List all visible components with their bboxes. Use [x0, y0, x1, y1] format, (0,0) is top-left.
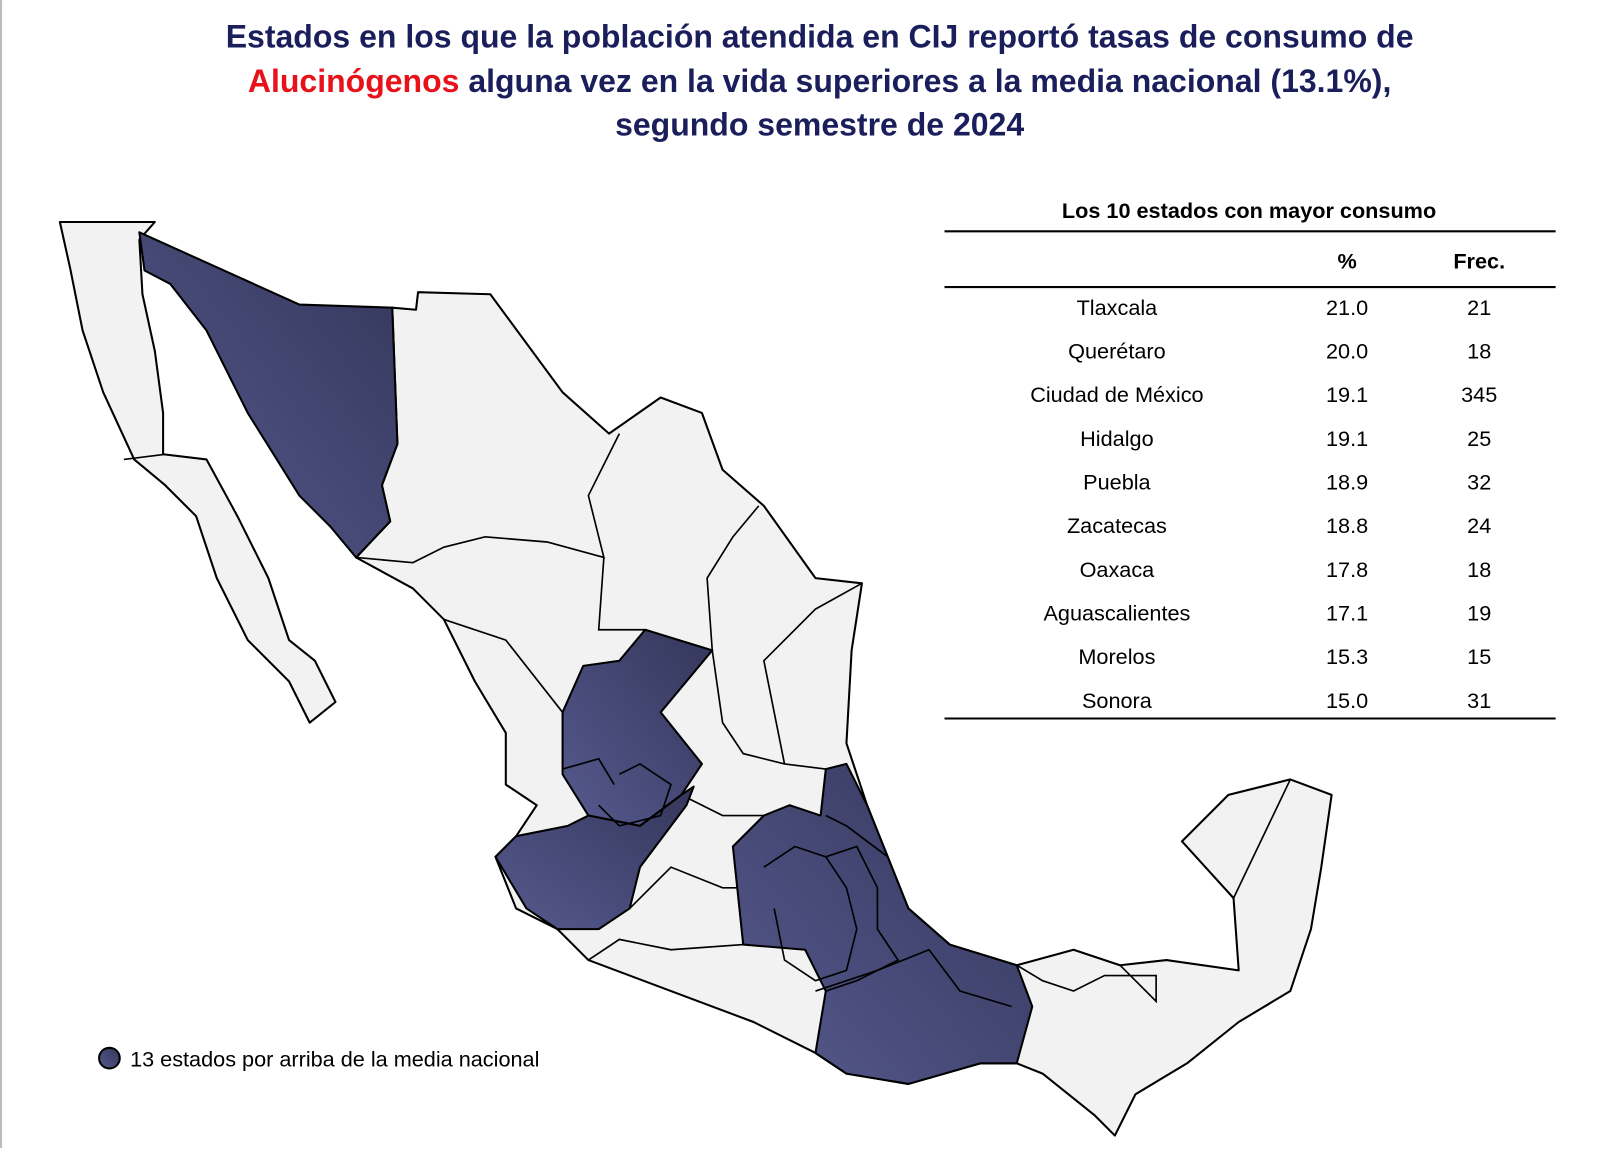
state-line: [597, 557, 826, 770]
state-line: [706, 505, 760, 651]
state-name: Hidalgo: [1080, 426, 1153, 451]
percent-cell: 15.3: [1326, 644, 1368, 669]
state-line: [762, 582, 863, 765]
frequency-cell: 18: [1467, 339, 1491, 364]
state-line: [598, 762, 672, 827]
state-name: Zacatecas: [1067, 513, 1167, 538]
frequency-cell: 24: [1467, 513, 1491, 538]
legend-swatch: [98, 1046, 121, 1070]
frequency-cell: 31: [1467, 688, 1491, 713]
percent-cell: 19.1: [1326, 382, 1368, 407]
title-line: Estados en los que la población atendida…: [226, 19, 1414, 55]
highlighted-state: [561, 628, 714, 827]
state-line: [825, 814, 889, 858]
percent-cell: 17.8: [1326, 557, 1368, 582]
baja-california: [58, 220, 337, 724]
frequency-cell: 25: [1467, 426, 1491, 451]
percent-cell: 18.9: [1326, 470, 1368, 495]
state-line: [680, 794, 764, 817]
state-line: [443, 618, 564, 713]
state-name: Querétaro: [1068, 339, 1166, 364]
table-header: %: [1337, 248, 1356, 273]
table: Los 10 estados con mayor consumo % Frec.…: [944, 198, 1556, 720]
title-text: alguna vez en la vida superiores a la me…: [468, 63, 1391, 99]
state-line: [763, 845, 858, 982]
title-line: Alucinógenos alguna vez en la vida super…: [248, 63, 1391, 99]
state-line: [562, 757, 615, 786]
title-line: segundo semestre de 2024: [615, 106, 1024, 142]
frequency-cell: 18: [1467, 557, 1491, 582]
legend-label: 13 estados por arriba de la media nacion…: [130, 1046, 539, 1071]
frequency-cell: 15: [1467, 644, 1491, 669]
state-line: [587, 938, 744, 961]
state-name: Aguascalientes: [1043, 601, 1190, 626]
state-name: Morelos: [1078, 644, 1155, 669]
state-name: Tlaxcala: [1077, 295, 1159, 320]
percent-cell: 18.8: [1326, 513, 1368, 538]
percent-cell: 21.0: [1326, 295, 1368, 320]
frequency-cell: 19: [1467, 601, 1491, 626]
highlighted-state: [494, 785, 695, 931]
frequency-cell: 32: [1467, 470, 1491, 495]
state-name: Sonora: [1082, 688, 1153, 713]
state-line: [1016, 964, 1157, 1004]
state-name: Ciudad de México: [1030, 382, 1203, 407]
highlighted-state: [731, 762, 1034, 1085]
state-line: [815, 948, 1012, 1008]
percent-cell: 15.0: [1326, 688, 1368, 713]
map: [58, 220, 1333, 1137]
highlighted-state: [138, 231, 399, 559]
percent-cell: 17.1: [1326, 601, 1368, 626]
table-header: Frec.: [1453, 248, 1505, 273]
state-name: Puebla: [1083, 470, 1151, 495]
title-highlight: Alucinógenos: [248, 63, 460, 99]
state-line: [123, 453, 166, 461]
percent-cell: 19.1: [1326, 426, 1368, 451]
frequency-cell: 345: [1461, 382, 1497, 407]
state-name: Oaxaca: [1080, 557, 1156, 582]
frequency-cell: 21: [1467, 295, 1491, 320]
state-line: [1232, 779, 1292, 899]
state-line: [356, 433, 621, 564]
percent-cell: 20.0: [1326, 339, 1368, 364]
table-title: Los 10 estados con mayor consumo: [1062, 198, 1436, 223]
state-line: [825, 845, 900, 992]
